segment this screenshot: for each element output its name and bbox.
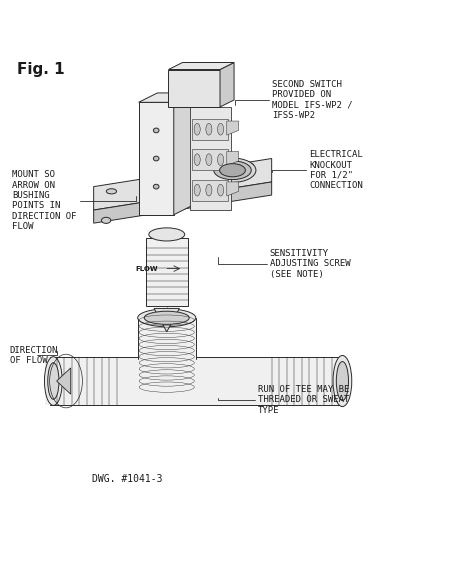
- Polygon shape: [220, 63, 234, 107]
- Ellipse shape: [154, 184, 159, 189]
- Ellipse shape: [333, 356, 352, 406]
- Ellipse shape: [243, 163, 254, 168]
- Ellipse shape: [154, 128, 159, 133]
- Ellipse shape: [154, 156, 159, 161]
- Ellipse shape: [337, 361, 348, 401]
- Ellipse shape: [201, 182, 211, 187]
- Text: ELECTRICAL
KNOCKOUT
FOR 1/2"
CONNECTION: ELECTRICAL KNOCKOUT FOR 1/2" CONNECTION: [272, 150, 364, 190]
- Ellipse shape: [209, 158, 256, 182]
- Polygon shape: [138, 93, 192, 102]
- Ellipse shape: [194, 154, 200, 165]
- Ellipse shape: [219, 164, 246, 177]
- Text: SECOND SWITCH
PROVIDED ON
MODEL IFS-WP2 /
IFSS-WP2: SECOND SWITCH PROVIDED ON MODEL IFS-WP2 …: [235, 80, 353, 120]
- Text: MOUNT SO
ARROW ON
BUSHING
POINTS IN
DIRECTION OF
FLOW: MOUNT SO ARROW ON BUSHING POINTS IN DIRE…: [12, 170, 137, 231]
- Text: Fig. 1: Fig. 1: [17, 63, 64, 78]
- Ellipse shape: [137, 309, 196, 327]
- Polygon shape: [57, 368, 71, 394]
- Polygon shape: [138, 102, 174, 215]
- Ellipse shape: [218, 154, 224, 165]
- Polygon shape: [146, 238, 188, 306]
- Polygon shape: [168, 63, 234, 70]
- Polygon shape: [137, 318, 196, 359]
- Polygon shape: [192, 180, 228, 201]
- Ellipse shape: [45, 357, 62, 405]
- Ellipse shape: [144, 311, 189, 324]
- Ellipse shape: [160, 191, 170, 196]
- Text: DWG. #1041-3: DWG. #1041-3: [92, 474, 162, 484]
- Text: SENSITIVITY
ADJUSTING SCREW
(SEE NOTE): SENSITIVITY ADJUSTING SCREW (SEE NOTE): [218, 249, 350, 279]
- Ellipse shape: [194, 123, 200, 135]
- Polygon shape: [227, 121, 238, 135]
- Polygon shape: [94, 182, 272, 223]
- Ellipse shape: [206, 184, 212, 196]
- Text: DIRECTION
OF FLOW: DIRECTION OF FLOW: [10, 345, 58, 365]
- Polygon shape: [45, 357, 340, 405]
- Ellipse shape: [101, 217, 111, 223]
- Text: FLOW: FLOW: [136, 266, 158, 271]
- Polygon shape: [94, 158, 272, 210]
- Ellipse shape: [218, 184, 224, 196]
- Ellipse shape: [194, 184, 200, 196]
- Ellipse shape: [48, 363, 59, 400]
- Polygon shape: [168, 70, 220, 107]
- Ellipse shape: [106, 189, 117, 194]
- Polygon shape: [154, 308, 179, 332]
- Ellipse shape: [206, 123, 212, 135]
- Polygon shape: [190, 107, 230, 210]
- Ellipse shape: [206, 154, 212, 165]
- Polygon shape: [227, 182, 238, 196]
- Polygon shape: [192, 119, 228, 140]
- Text: RUN OF TEE MAY BE
THREADED OR SWEAT
TYPE: RUN OF TEE MAY BE THREADED OR SWEAT TYPE: [218, 385, 349, 414]
- Ellipse shape: [218, 123, 224, 135]
- Ellipse shape: [214, 161, 251, 180]
- Ellipse shape: [149, 228, 185, 241]
- Polygon shape: [174, 93, 192, 215]
- Ellipse shape: [220, 182, 228, 186]
- Polygon shape: [192, 149, 228, 170]
- Polygon shape: [227, 152, 238, 165]
